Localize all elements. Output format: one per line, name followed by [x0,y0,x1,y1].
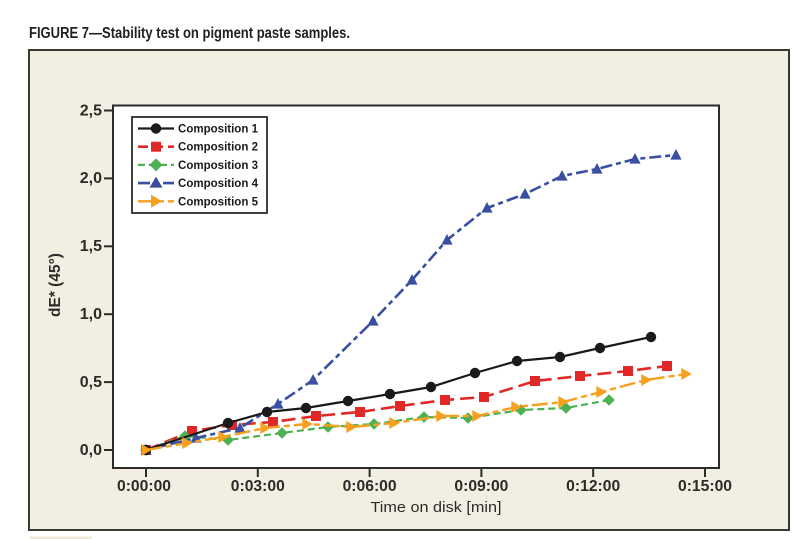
svg-text:0:00:00: 0:00:00 [117,478,171,495]
svg-text:0:09:00: 0:09:00 [454,478,508,495]
svg-text:1,0: 1,0 [80,306,102,323]
svg-text:Composition 3: Composition 3 [178,160,258,172]
svg-text:0,5: 0,5 [80,374,102,391]
svg-text:2,0: 2,0 [80,170,102,187]
svg-text:Composition 4: Composition 4 [178,178,259,190]
svg-text:0:12:00: 0:12:00 [566,478,620,495]
svg-text:0,0: 0,0 [80,442,102,459]
svg-text:1,5: 1,5 [80,238,102,255]
svg-text:Time on disk [min]: Time on disk [min] [371,499,502,516]
svg-text:Composition 1: Composition 1 [178,124,259,136]
svg-text:FIGURE 7—Stability test on pig: FIGURE 7—Stability test on pigment paste… [29,25,350,42]
svg-text:dE* (45°): dE* (45°) [47,253,64,317]
svg-text:2,5: 2,5 [80,103,102,120]
svg-text:Composition 2: Composition 2 [178,142,258,154]
svg-text:0:15:00: 0:15:00 [678,478,732,495]
svg-text:Composition 5: Composition 5 [178,196,259,208]
svg-text:0:03:00: 0:03:00 [231,478,285,495]
svg-text:0:06:00: 0:06:00 [343,478,397,495]
